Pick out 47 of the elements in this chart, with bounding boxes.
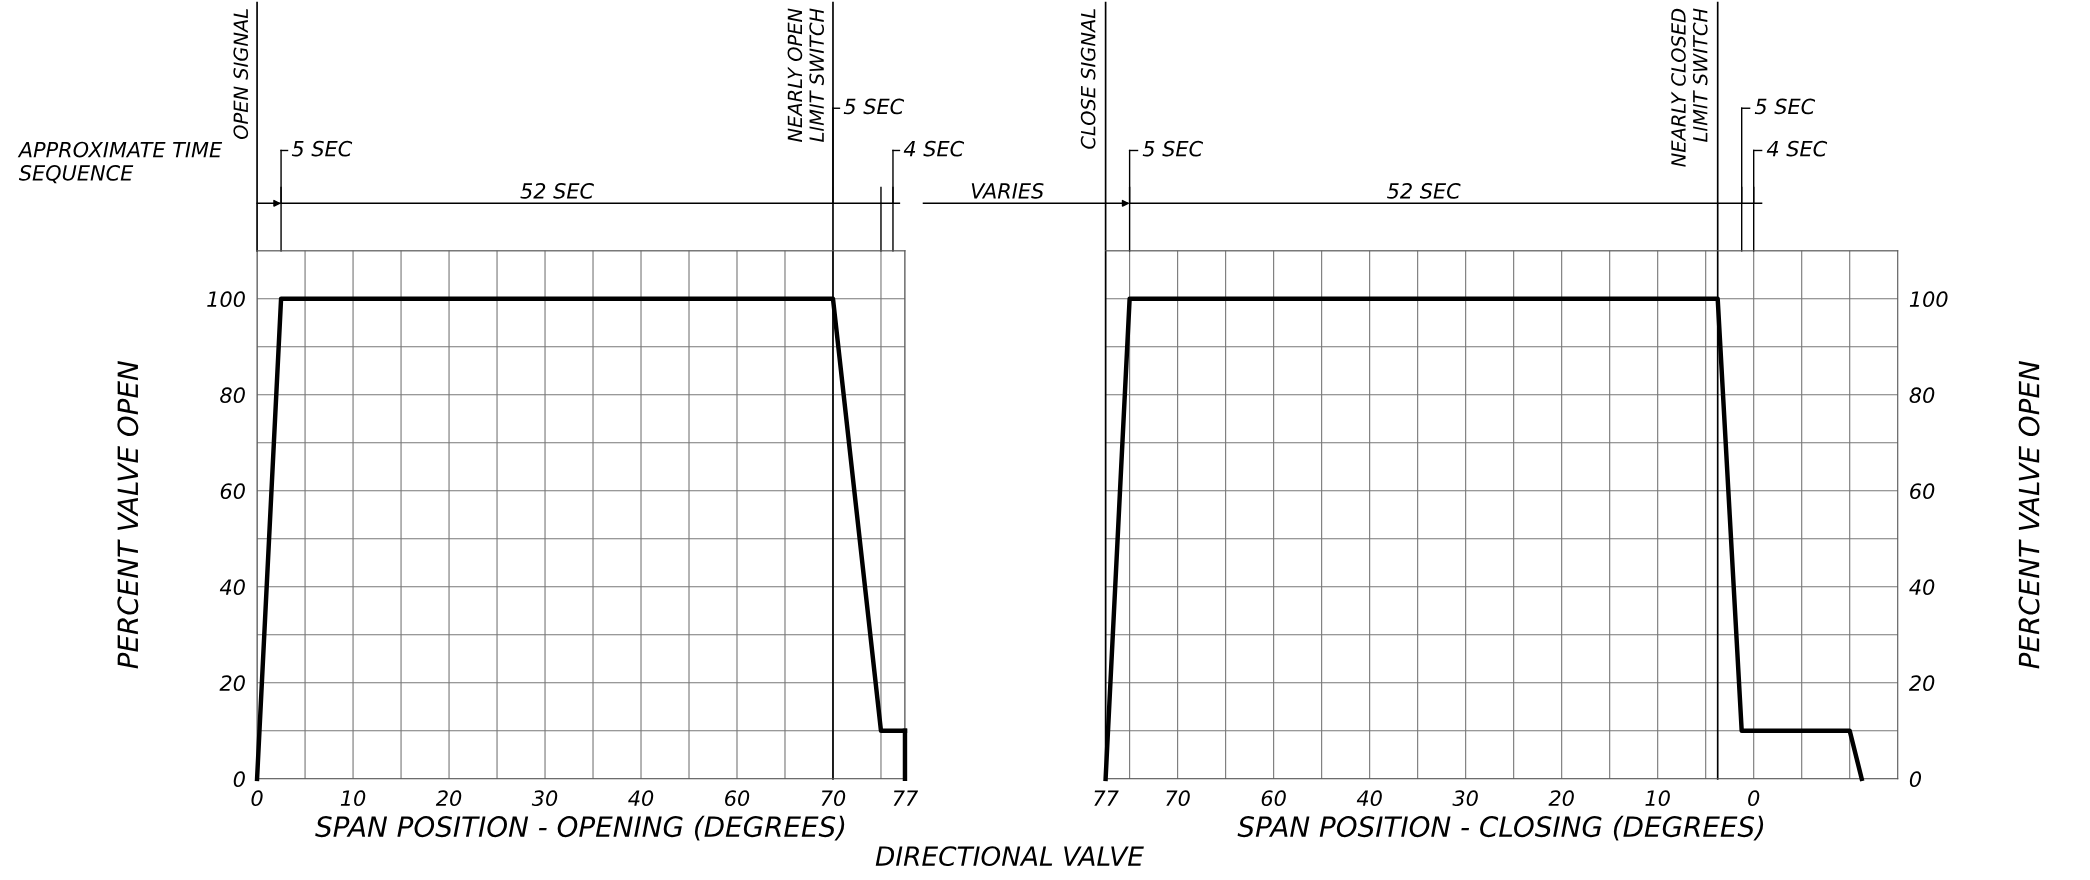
y-tick-label: 40 [1909,579,1935,596]
text: 5 SEC [1142,140,1204,157]
x-tick-label: 30 [531,790,558,807]
text: NEARLY CLOSED LIMIT SWITCH [1671,8,1708,167]
y-tick-label: 40 [219,579,245,596]
y-tick-label: 60 [220,483,245,500]
text: 5 SEC [1754,98,1816,115]
y-tick-label: 0 [233,771,245,788]
x-tick-label: 10 [340,790,366,807]
x-tick-label: 70 [1166,790,1190,807]
y-tick-label: 80 [1909,387,1935,404]
y-tick-label: 60 [1910,483,1935,500]
text: 4 SEC [1766,140,1828,157]
text: 52 SEC [1387,183,1461,199]
x-tick-label: 60 [1261,790,1286,807]
x-tick-label: 20 [1548,790,1574,807]
x-axis-title: SPAN POSITION - OPENING (DEGREES) [315,815,845,841]
y-tick-label: 20 [219,675,245,692]
x-tick-label: 40 [628,790,654,807]
text: OPEN SIGNAL [233,9,249,140]
x-tick-label: 0 [1748,790,1760,807]
text: 5 SEC [291,140,353,157]
x-tick-label: 40 [1356,790,1382,807]
x-tick-label: 30 [1452,790,1478,807]
ref-line-label: NEARLY OPEN LIMIT SWITCH [787,8,825,142]
x-tick-label: 0 [251,790,263,807]
text: VARIES [971,183,1044,199]
y-tick-label: 100 [1909,291,1948,308]
y-tick-label: 0 [1909,771,1922,788]
x-tick-label: 60 [725,790,750,807]
y-tick-label: 80 [220,387,245,404]
x-tick-label: 77 [1094,790,1119,806]
text: APPROXIMATE TIME SEQUENCE [17,141,223,184]
text: 4 SEC [903,140,965,157]
text: 5 SEC [843,98,905,115]
x-tick-label: 10 [1645,790,1670,807]
text: DIRECTIONAL VALVE [875,846,1144,867]
x-tick-label: 77 [893,790,919,806]
y-tick-label: 100 [207,291,245,308]
x-axis-title: SPAN POSITION - CLOSING (DEGREES) [1237,815,1764,841]
text: 52 SEC [520,183,594,199]
y-tick-label: 20 [1908,675,1935,692]
ref-line-label: CLOSE SIGNAL [1080,9,1096,149]
y-axis-title: PERCENT VALVE OPEN [2018,361,2040,669]
x-tick-label: 20 [435,790,462,807]
y-axis-title: PERCENT VALVE OPEN [117,361,139,669]
x-tick-label: 70 [821,790,846,807]
